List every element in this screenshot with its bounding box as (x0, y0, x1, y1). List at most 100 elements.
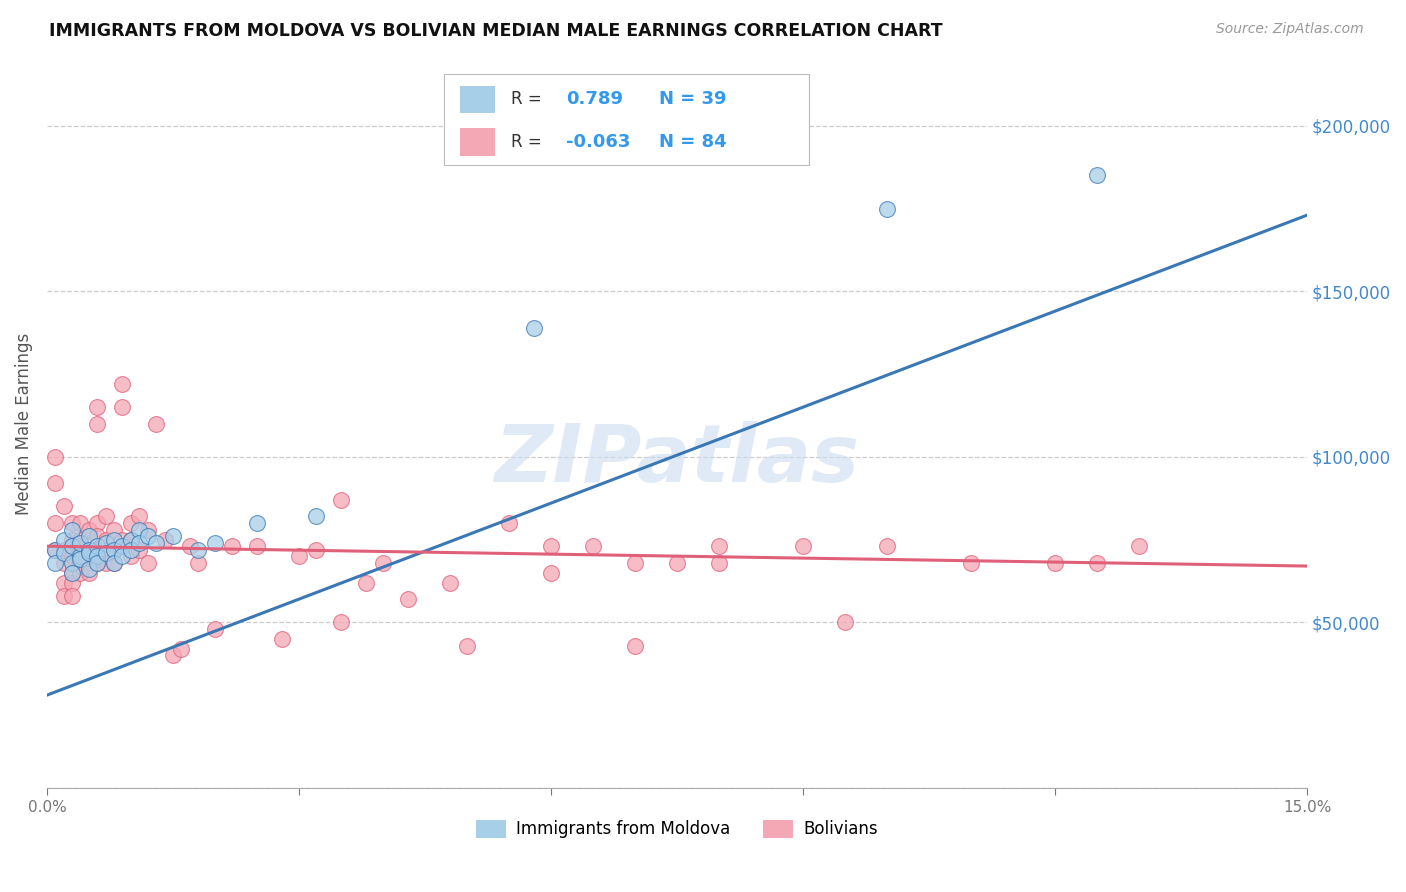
Point (44, 516, 66, 530)
Point (120, 516, 142, 530)
Point (707, 539, 730, 553)
Point (960, 556, 983, 570)
Point (1085, 556, 1108, 570)
Point (52, 556, 75, 570)
Point (103, 556, 125, 570)
Point (834, 615, 856, 630)
Point (77, 542, 100, 557)
Point (77, 529, 100, 543)
Point (52, 542, 75, 557)
Point (187, 542, 209, 557)
Point (1043, 556, 1066, 570)
Point (69, 536, 91, 550)
Point (329, 615, 352, 630)
Point (288, 549, 311, 563)
Point (86, 542, 108, 557)
Point (94, 546, 117, 560)
Point (60, 566, 83, 580)
Point (94, 509, 117, 524)
Point (876, 202, 898, 216)
Point (305, 542, 328, 557)
Point (371, 556, 394, 570)
Point (120, 533, 142, 547)
Point (624, 556, 647, 570)
Text: IMMIGRANTS FROM MOLDOVA VS BOLIVIAN MEDIAN MALE EARNINGS CORRELATION CHART: IMMIGRANTS FROM MOLDOVA VS BOLIVIAN MEDI… (49, 22, 943, 40)
Point (86, 529, 108, 543)
Point (111, 400, 134, 414)
Point (44, 556, 66, 570)
Point (354, 575, 377, 590)
Point (246, 539, 269, 553)
Point (86, 556, 108, 570)
Point (876, 539, 898, 553)
Point (179, 539, 201, 553)
Point (69, 516, 91, 530)
Point (94, 533, 117, 547)
Point (60, 539, 83, 553)
Point (1128, 539, 1150, 553)
Point (170, 641, 193, 656)
Point (145, 536, 167, 550)
Point (271, 632, 294, 646)
Point (44, 542, 66, 557)
Point (60, 566, 83, 580)
Point (69, 533, 91, 547)
Text: Source: ZipAtlas.com: Source: ZipAtlas.com (1216, 22, 1364, 37)
Point (77, 542, 100, 557)
Point (523, 320, 546, 334)
Point (52, 575, 75, 590)
Point (136, 529, 159, 543)
Point (86, 400, 108, 414)
Point (128, 542, 150, 557)
Point (120, 542, 142, 557)
Text: ZIPatlas: ZIPatlas (495, 421, 859, 500)
Point (60, 533, 83, 547)
Point (60, 575, 83, 590)
Bar (460, 86, 495, 113)
Point (60, 556, 83, 570)
Point (86, 516, 108, 530)
Point (60, 549, 83, 563)
Point (60, 516, 83, 530)
Point (60, 589, 83, 603)
Point (86, 549, 108, 563)
Point (128, 523, 150, 537)
Point (44, 476, 66, 491)
Point (624, 639, 647, 653)
Point (111, 549, 134, 563)
Point (103, 533, 125, 547)
Point (94, 556, 117, 570)
Point (136, 556, 159, 570)
Point (329, 492, 352, 507)
Point (162, 648, 184, 663)
Point (136, 523, 159, 537)
Point (1085, 169, 1108, 183)
Bar (444, 74, 810, 165)
Point (69, 542, 91, 557)
Text: 0.789: 0.789 (567, 90, 623, 109)
Point (77, 556, 100, 570)
Point (60, 539, 83, 553)
Point (69, 546, 91, 560)
Point (120, 549, 142, 563)
Point (52, 546, 75, 560)
Text: -0.063: -0.063 (567, 133, 630, 152)
Point (145, 417, 167, 431)
Point (128, 536, 150, 550)
Point (77, 546, 100, 560)
Point (60, 523, 83, 537)
Point (221, 539, 243, 553)
Point (162, 529, 184, 543)
Point (52, 533, 75, 547)
Point (94, 536, 117, 550)
Point (69, 566, 91, 580)
Point (665, 556, 688, 570)
Point (111, 533, 134, 547)
Point (439, 575, 461, 590)
Point (540, 566, 562, 580)
Y-axis label: Median Male Earnings: Median Male Earnings (15, 333, 32, 515)
Text: R =: R = (510, 133, 541, 152)
Point (77, 566, 100, 580)
Point (792, 539, 814, 553)
Point (52, 589, 75, 603)
